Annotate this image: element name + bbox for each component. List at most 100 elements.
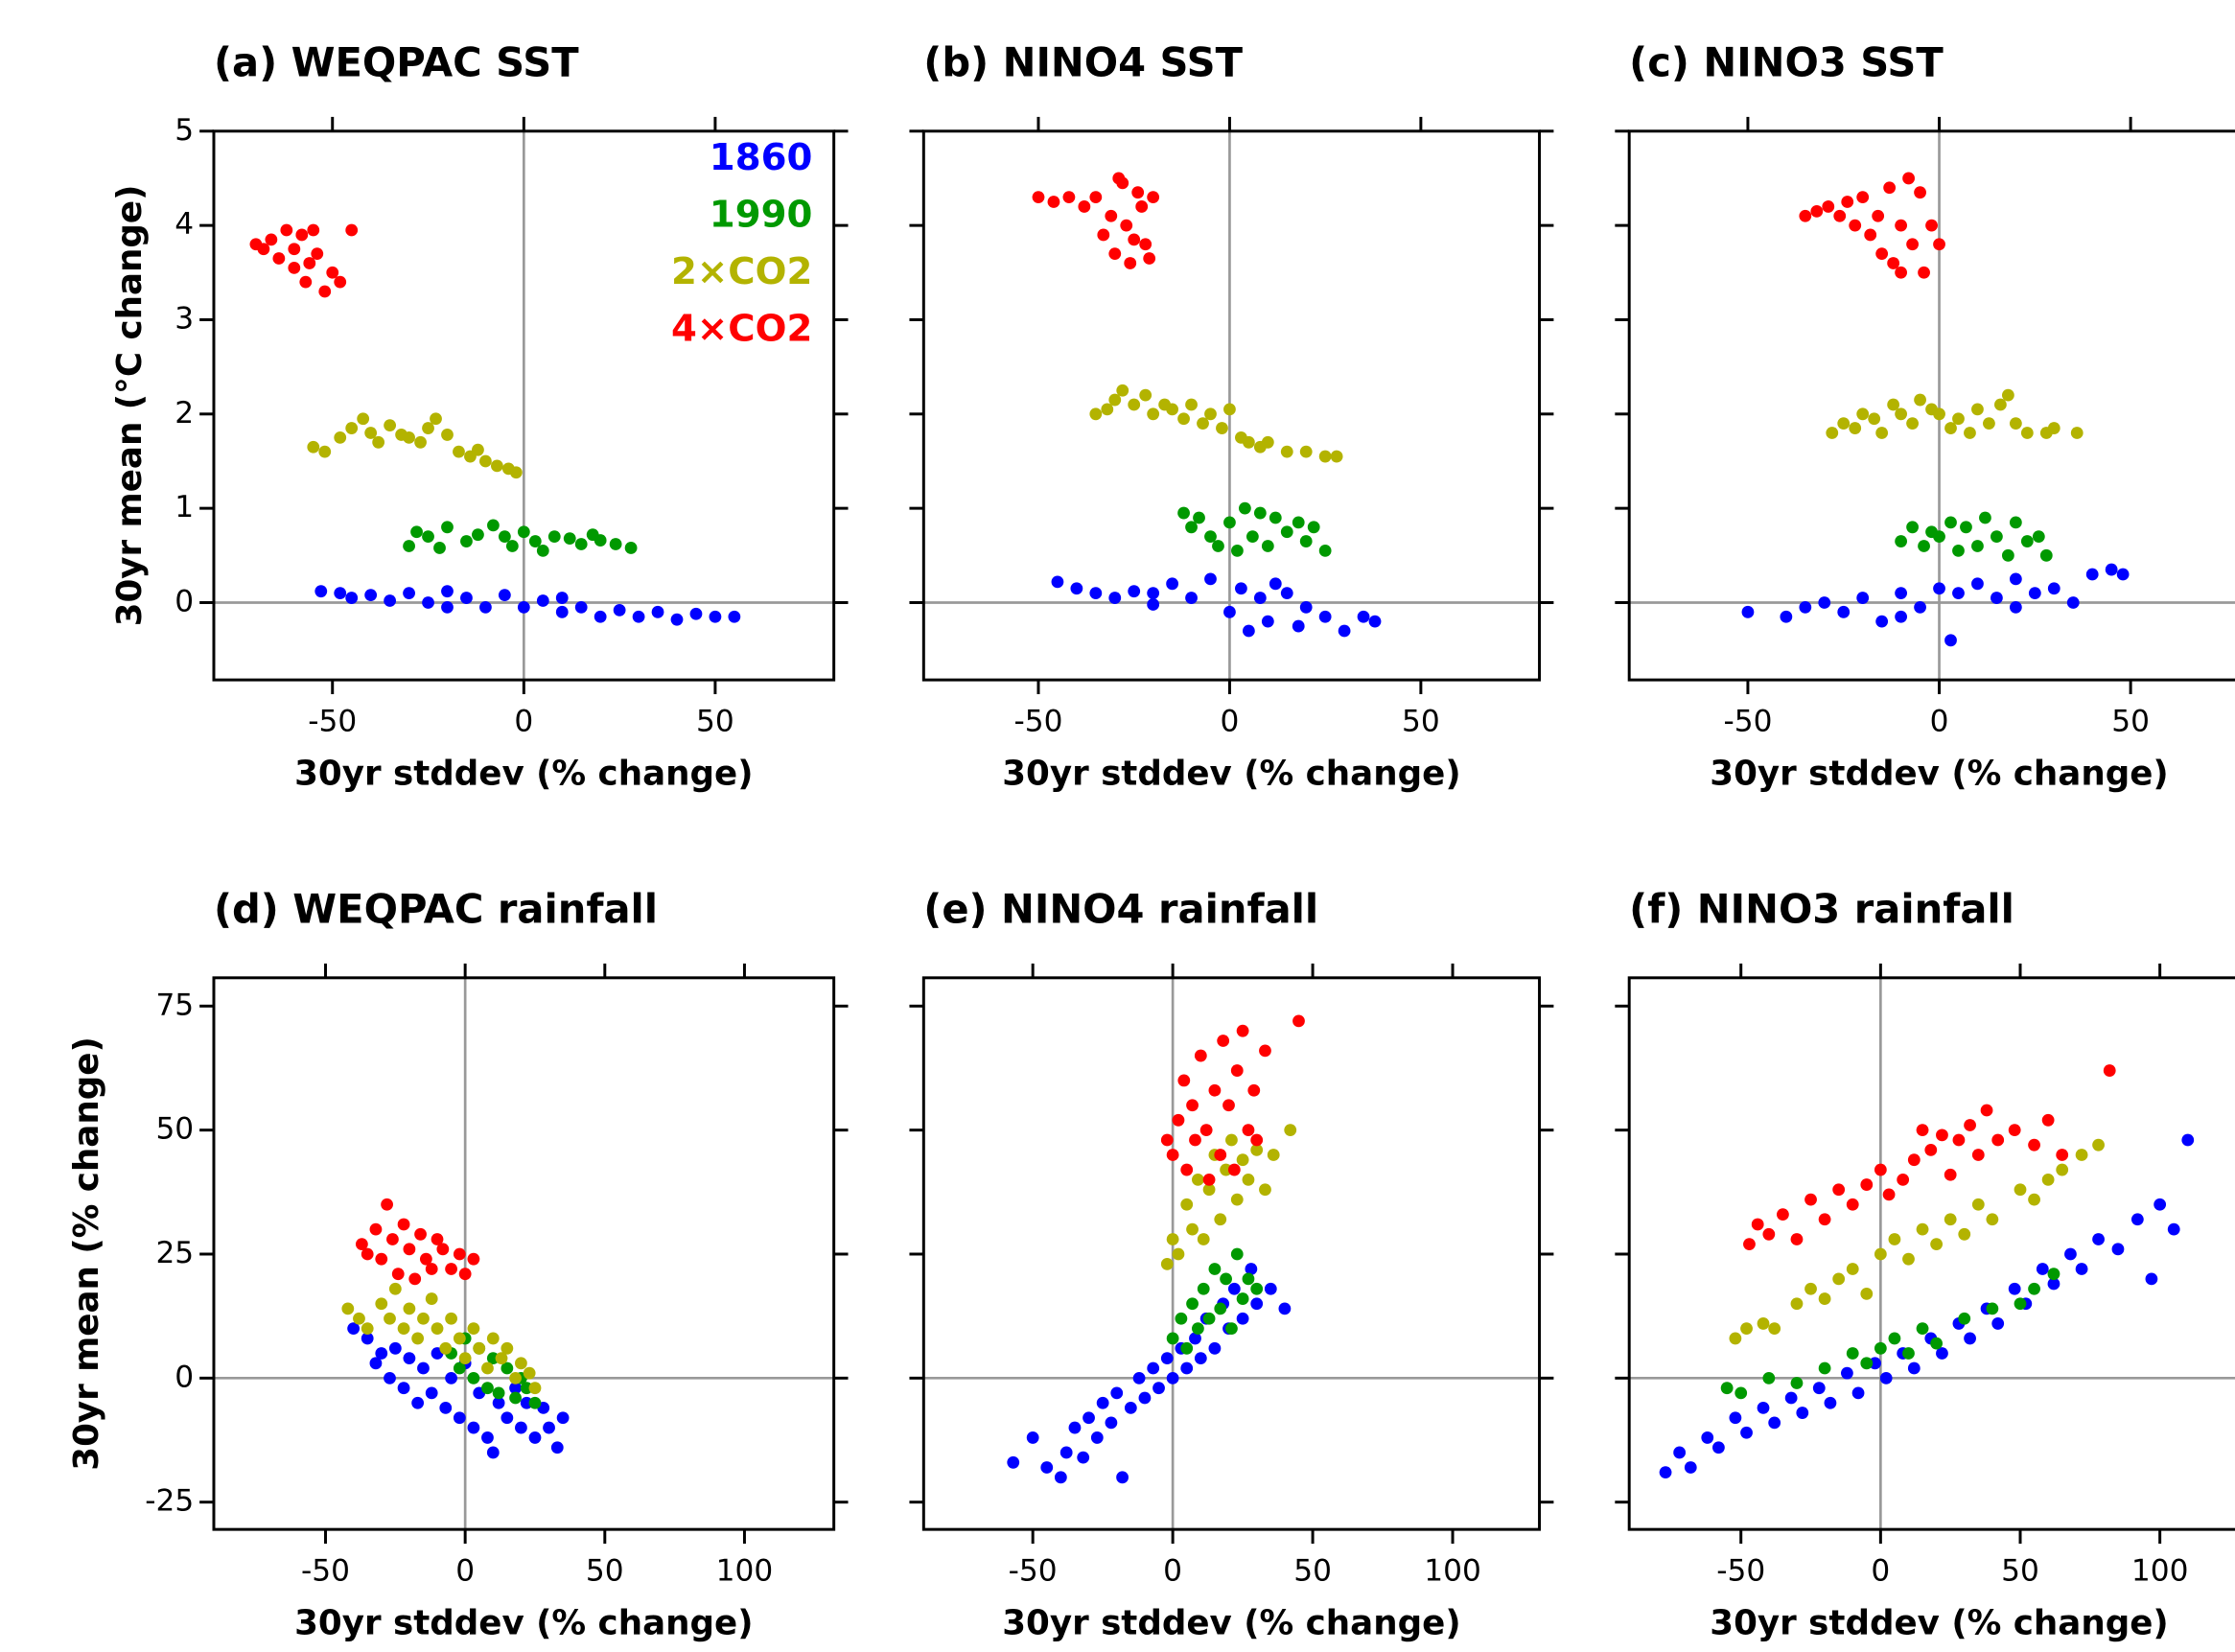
data-point [2041, 1174, 2055, 1186]
data-point [403, 540, 415, 552]
data-point [481, 1361, 494, 1375]
data-point [1818, 1292, 1831, 1305]
data-point [1089, 191, 1103, 204]
x-tick-label: -50 [1723, 705, 1772, 739]
data-point [341, 1302, 355, 1315]
data-point [1135, 200, 1149, 213]
data-point [1292, 619, 1305, 633]
data-point [1253, 506, 1267, 520]
data-point [1837, 417, 1851, 430]
data-point [1166, 1233, 1179, 1245]
legend-entry: 1860 [710, 136, 813, 179]
data-point [303, 257, 316, 269]
data-point [594, 534, 607, 547]
data-point [1199, 1124, 1213, 1137]
data-point [453, 1247, 466, 1261]
data-point [441, 585, 454, 598]
data-point [1250, 1282, 1264, 1295]
data-point [345, 223, 359, 237]
data-point [1054, 1471, 1067, 1484]
data-point [1856, 191, 1870, 204]
data-point [2032, 530, 2045, 544]
data-point [453, 1411, 466, 1425]
legend-entry: 1990 [710, 193, 813, 236]
data-point [632, 610, 645, 623]
data-point [1116, 1471, 1129, 1484]
data-point [1979, 511, 1991, 524]
data-point [1245, 1263, 1258, 1275]
data-point [445, 1312, 457, 1325]
data-point [490, 459, 503, 473]
data-point [1357, 610, 1370, 623]
data-point [1888, 1332, 1901, 1345]
data-point [1944, 516, 1957, 529]
data-point [1192, 1322, 1204, 1335]
data-point [555, 605, 569, 618]
data-point [2056, 1163, 2069, 1176]
data-point [1264, 1282, 1277, 1295]
data-point [1299, 445, 1313, 458]
data-point [1307, 521, 1320, 534]
data-point [1971, 540, 1984, 552]
data-point [381, 1198, 393, 1211]
data-point [1790, 1377, 1804, 1389]
data-point [1280, 525, 1293, 539]
data-point [1964, 1332, 1976, 1345]
data-point [1832, 1183, 1846, 1197]
data-point [1259, 1183, 1271, 1197]
data-point [417, 1361, 430, 1375]
data-point [1849, 422, 1862, 434]
data-point [1128, 398, 1141, 411]
data-point [1208, 1263, 1222, 1275]
x-axis-label: 30yr stddev (% change) [1710, 755, 2168, 794]
data-point [1259, 1044, 1271, 1058]
data-point [1916, 1322, 1929, 1335]
data-point [1936, 1347, 1948, 1360]
data-point [1944, 422, 1957, 434]
data-point [439, 1401, 453, 1414]
data-point [1916, 1124, 1929, 1137]
data-point [441, 521, 454, 534]
data-point [670, 613, 684, 626]
data-point [467, 1421, 480, 1434]
data-point [467, 1252, 480, 1266]
data-point [1214, 1302, 1227, 1315]
panel-title: (b) NINO4 SST [923, 38, 1243, 85]
x-tick-label: -50 [308, 705, 357, 739]
x-tick-label: 100 [716, 1554, 774, 1589]
data-point [1729, 1411, 1742, 1425]
data-point [1918, 266, 1930, 279]
data-point [2009, 516, 2022, 529]
data-point [1796, 1407, 1809, 1419]
data-point [1230, 1064, 1244, 1077]
data-point [355, 1238, 368, 1251]
data-point [1799, 601, 1812, 614]
data-point [1895, 219, 1908, 232]
data-point [528, 535, 542, 547]
data-point [1991, 530, 2003, 544]
data-point [501, 1361, 514, 1375]
data-point [1822, 200, 1835, 213]
data-point [2070, 427, 2084, 439]
data-point [1101, 403, 1114, 416]
data-point [1971, 1149, 1985, 1161]
data-point [384, 1312, 396, 1325]
data-point [1933, 530, 1945, 544]
x-tick-label: 0 [1930, 705, 1949, 739]
data-point [1280, 587, 1293, 600]
data-point [1824, 1396, 1837, 1409]
data-point [1147, 191, 1160, 204]
data-point [1139, 388, 1152, 402]
data-point [2028, 587, 2041, 600]
panel: (a) WEQPAC SST 30yr stddev (% change) 30yr… [110, 38, 849, 794]
data-point [361, 1322, 374, 1335]
data-point [1214, 1149, 1227, 1161]
data-point [1138, 1391, 1152, 1405]
data-point [1236, 1024, 1249, 1037]
data-point [1235, 582, 1247, 595]
data-point [1261, 540, 1274, 552]
data-point [441, 429, 454, 441]
data-point [1128, 233, 1141, 246]
data-point [422, 422, 434, 434]
data-point [481, 1431, 494, 1444]
